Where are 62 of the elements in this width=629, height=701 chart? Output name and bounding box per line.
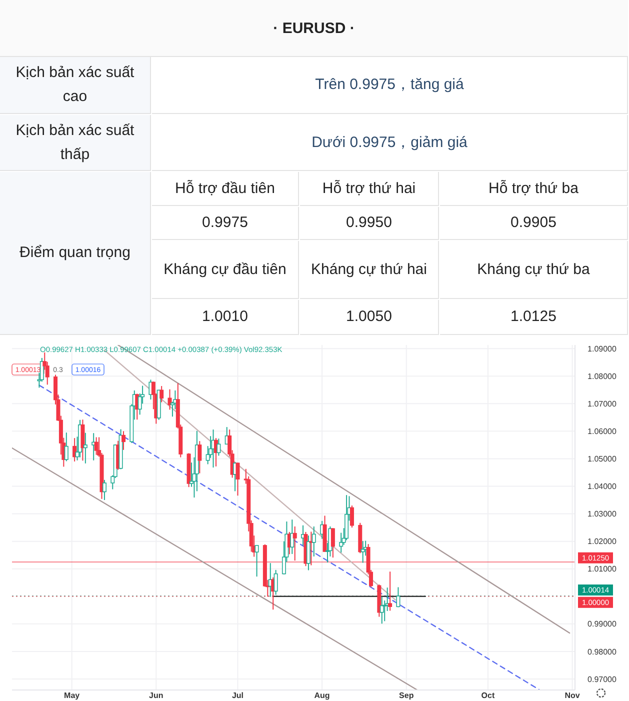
y-tick-label: 1.07000 bbox=[588, 399, 618, 408]
text: Hỗ trợ thứ ba bbox=[488, 178, 578, 198]
candlestick bbox=[396, 586, 400, 608]
text: Kịch bản xác suất thấp bbox=[14, 120, 136, 164]
candlestick bbox=[292, 526, 297, 562]
candlestick bbox=[254, 544, 259, 578]
text: Hỗ trợ thứ hai bbox=[322, 178, 416, 198]
text: 0.9950 bbox=[346, 213, 392, 233]
text: 0.9905 bbox=[510, 213, 556, 233]
y-tick-label: 1.03000 bbox=[588, 510, 618, 519]
candlestick bbox=[312, 526, 316, 557]
candlestick bbox=[330, 528, 335, 558]
x-tick-label: Jul bbox=[232, 691, 244, 700]
x-tick-label: Aug bbox=[314, 691, 330, 700]
text: Kháng cự thứ ba bbox=[477, 260, 590, 280]
candlestick bbox=[309, 531, 314, 566]
text: Trên 0.9975，tăng giá bbox=[315, 75, 464, 95]
candlestick bbox=[339, 532, 344, 554]
text: 0.9975 bbox=[202, 213, 248, 233]
candlestick bbox=[360, 540, 365, 564]
x-tick-label: Nov bbox=[564, 691, 580, 700]
y-tick-label: 0.97000 bbox=[588, 674, 618, 684]
candlestick bbox=[64, 432, 68, 462]
x-tick-label: Jun bbox=[149, 691, 164, 700]
candlestick bbox=[122, 430, 126, 450]
y-tick-label: 1.09000 bbox=[588, 344, 618, 354]
text: Kháng cự thứ hai bbox=[311, 260, 427, 280]
candlestick bbox=[168, 388, 172, 410]
y-tick-label: 1.05000 bbox=[588, 454, 618, 464]
text: Kháng cự đầu tiên bbox=[164, 260, 286, 280]
y-tick-label: 1.06000 bbox=[588, 426, 618, 436]
text: Dưới 0.9975，giảm giá bbox=[312, 132, 468, 152]
x-tick-label: Sep bbox=[399, 691, 414, 700]
x-tick-label: May bbox=[64, 691, 80, 700]
text: Hỗ trợ đầu tiên bbox=[175, 178, 275, 198]
text: 1.0125 bbox=[510, 307, 556, 327]
text: Kịch bản xác suất cao bbox=[14, 63, 136, 107]
candlestick bbox=[236, 462, 240, 496]
y-tick-label: 0.99000 bbox=[588, 620, 618, 629]
y-tick-label: 1.04000 bbox=[588, 482, 618, 492]
x-tick-label: Oct bbox=[481, 691, 495, 700]
candlestick bbox=[160, 386, 164, 403]
y-tick-label: 1.02000 bbox=[588, 537, 618, 546]
text: 1.0050 bbox=[346, 307, 392, 327]
candlestick bbox=[290, 519, 294, 554]
candlestick bbox=[216, 438, 221, 456]
candlestick bbox=[344, 494, 349, 541]
text: Điểm quan trọng bbox=[20, 243, 130, 263]
candlestick bbox=[198, 440, 202, 474]
candlestick bbox=[306, 535, 310, 571]
candlestick bbox=[350, 505, 354, 528]
candlestick bbox=[388, 571, 392, 612]
candlestick bbox=[94, 436, 98, 456]
y-tick-label: 1.08000 bbox=[588, 372, 618, 381]
candlestick bbox=[83, 432, 88, 464]
y-tick-label: 0.98000 bbox=[588, 647, 618, 656]
text: 1.0010 bbox=[202, 307, 248, 327]
text: · EURUSD · bbox=[273, 20, 355, 36]
candlestick bbox=[380, 596, 384, 624]
y-tick-label: 1.01000 bbox=[588, 564, 618, 574]
candlestick bbox=[274, 569, 278, 596]
candlestick bbox=[102, 479, 106, 501]
